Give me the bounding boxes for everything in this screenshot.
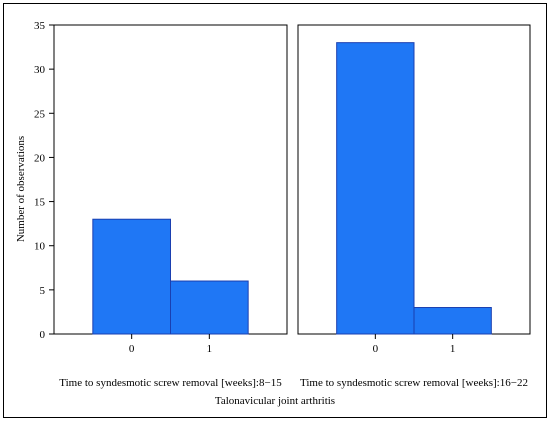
x-axis-label: Talonavicular joint arthritis — [215, 395, 335, 407]
y-tick-label: 10 — [34, 241, 46, 253]
y-tick-label: 20 — [34, 152, 46, 164]
x-tick-label: 0 — [129, 343, 135, 355]
panel-1: 0 1 Time to syndesmotic screw removal [wee… — [53, 24, 288, 389]
bar — [413, 307, 492, 335]
x-tick-label: 1 — [207, 343, 213, 355]
y-axis-label: Number of observations — [15, 136, 27, 242]
y-tick-label: 25 — [34, 108, 46, 120]
x-tick-label: 0 — [373, 343, 379, 355]
bar — [92, 218, 171, 335]
x-tick-label: 1 — [450, 343, 456, 355]
y-tick-label: 30 — [34, 64, 46, 76]
y-tick-label: 35 — [34, 20, 46, 32]
bar — [336, 42, 415, 335]
panel-2: 0 1 Time to syndesmotic screw removal [wee… — [297, 24, 531, 389]
y-tick-label: 15 — [34, 197, 46, 209]
bar — [170, 280, 249, 335]
y-tick-label: 5 — [40, 285, 46, 297]
y-tick-label: 0 — [40, 329, 46, 341]
panel-label: Time to syndesmotic screw removal [weeks… — [300, 377, 528, 389]
panel-label: Time to syndesmotic screw removal [weeks… — [59, 377, 282, 389]
